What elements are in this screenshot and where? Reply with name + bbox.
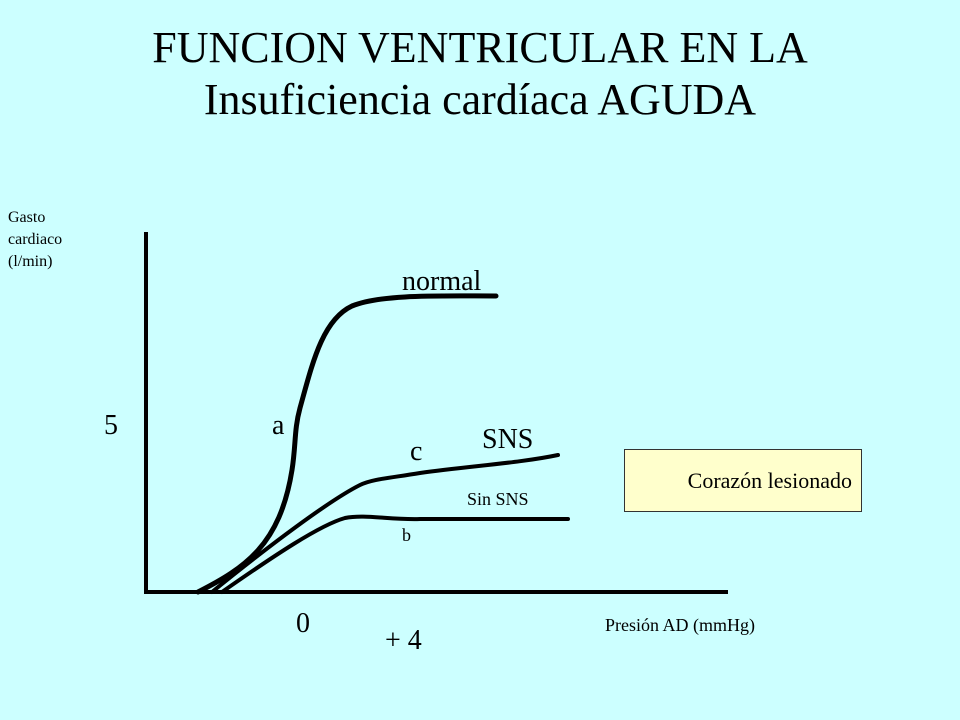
normal-curve [195,293,499,595]
sns-curve-label: SNS [482,424,534,455]
sin-sns-curve [220,514,570,594]
y-axis-label-line-3: (l/min) [8,253,53,270]
point-b-label: b [402,525,411,545]
normal-curve-label: normal [402,266,482,297]
x-tick-label-plus4: + 4 [385,625,422,656]
slide-title: FUNCION VENTRICULAR EN LA Insuficiencia … [0,22,960,126]
sin-sns-curve-label: Sin SNS [467,489,529,509]
y-axis-label-line-1: Gasto [8,209,46,226]
title-line-2: Insuficiencia cardíaca AGUDA [203,75,757,124]
point-a-label: a [272,410,285,441]
point-c-label: c [410,436,423,467]
x-tick-label-0: 0 [296,608,310,639]
title-line-1: FUNCION VENTRICULAR EN LA [152,23,808,72]
y-tick-label-5: 5 [104,410,118,441]
x-axis-label: Presión AD (mmHg) [605,615,755,635]
sns-curve [210,453,560,594]
corazon-lesionado-box: Corazón lesionado [624,449,862,512]
y-axis-label: Gasto cardiaco (l/min) [8,207,88,273]
y-axis-label-line-2: cardiaco [8,231,63,248]
